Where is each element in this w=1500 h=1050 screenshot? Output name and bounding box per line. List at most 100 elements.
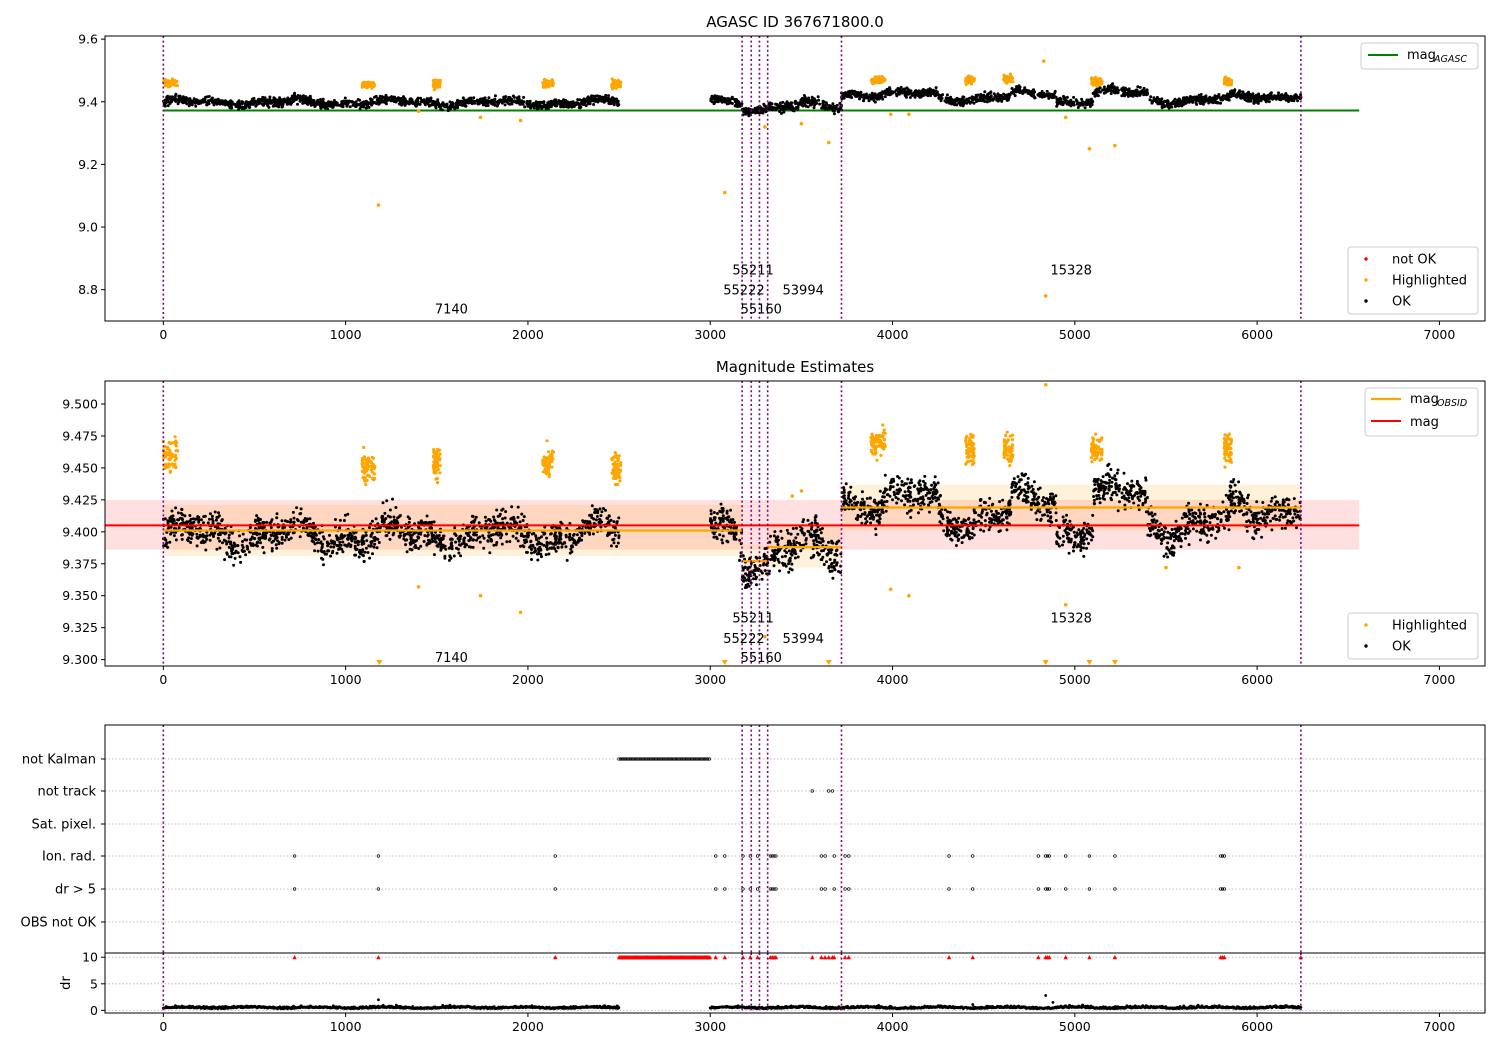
- legend-marker: [1364, 257, 1368, 261]
- ok-point: [607, 514, 611, 518]
- ok-point: [364, 533, 368, 537]
- ok-point: [1010, 91, 1014, 95]
- ok-point: [436, 544, 440, 548]
- ok-point: [1010, 87, 1014, 90]
- x-tick-label: 3000: [694, 327, 726, 342]
- ok-point: [1062, 94, 1065, 98]
- ok-point: [474, 515, 478, 519]
- ok-point: [171, 96, 175, 99]
- ok-point: [453, 105, 457, 109]
- ok-point: [316, 541, 320, 545]
- ok-point: [493, 97, 497, 101]
- ok-point: [390, 97, 394, 101]
- y-tick-label: 9.2: [78, 157, 98, 172]
- ok-point: [501, 521, 505, 525]
- ok-point: [499, 536, 503, 540]
- ok-point: [430, 520, 434, 524]
- ok-point: [279, 103, 283, 106]
- ok-point: [351, 103, 355, 107]
- ok-point: [547, 106, 551, 110]
- ok-point: [565, 558, 569, 562]
- ok-point: [334, 518, 337, 521]
- ok-point: [368, 556, 372, 560]
- ok-point: [712, 101, 716, 105]
- ok-point: [207, 101, 211, 105]
- ok-point: [207, 95, 211, 98]
- ok-point: [275, 512, 279, 516]
- ok-point: [933, 90, 937, 94]
- ok-point: [1251, 92, 1255, 96]
- ok-point: [1197, 98, 1201, 102]
- ok-point: [1053, 91, 1057, 95]
- ok-point: [926, 88, 930, 92]
- ok-point: [320, 545, 324, 549]
- ok-point: [1036, 93, 1040, 97]
- ok-point: [462, 102, 466, 106]
- highlighted-point: [372, 84, 376, 88]
- ok-point: [515, 521, 519, 525]
- ok-point: [182, 98, 186, 102]
- ok-point: [885, 88, 889, 91]
- ok-point: [609, 544, 613, 548]
- ok-point: [195, 532, 199, 536]
- y-tick-label: 9.4: [78, 94, 98, 109]
- ok-point: [248, 526, 252, 530]
- ok-point: [1111, 89, 1115, 93]
- ok-point: [453, 532, 457, 536]
- ok-point: [391, 497, 394, 501]
- ok-point: [407, 101, 411, 105]
- ok-point: [369, 98, 373, 101]
- ok-point: [1241, 90, 1245, 94]
- ok-point: [489, 100, 493, 104]
- ok-point: [883, 95, 887, 99]
- ok-point: [1176, 102, 1180, 106]
- ok-point: [346, 512, 350, 516]
- ok-point: [586, 98, 589, 102]
- ok-point: [1272, 96, 1276, 100]
- ok-point: [475, 538, 478, 542]
- ok-point: [289, 98, 293, 102]
- ok-point: [896, 90, 900, 94]
- ok-point: [586, 95, 590, 99]
- ok-point: [1248, 92, 1252, 96]
- ok-point: [201, 539, 205, 543]
- ok-point: [1203, 96, 1207, 100]
- ok-point: [568, 538, 572, 542]
- ok-point: [396, 521, 400, 525]
- ok-point: [594, 94, 598, 98]
- ok-point: [1289, 95, 1293, 99]
- ok-point: [939, 97, 943, 101]
- ok-point: [470, 102, 474, 106]
- ok-point: [937, 96, 941, 100]
- ok-point: [1229, 92, 1233, 96]
- ok-point: [483, 515, 487, 519]
- ok-point: [1069, 103, 1073, 107]
- ok-point: [329, 545, 333, 549]
- ok-point: [232, 563, 236, 567]
- ok-point: [551, 542, 555, 546]
- ok-point: [392, 515, 396, 519]
- ok-point: [321, 535, 325, 539]
- highlighted-point: [365, 84, 369, 88]
- ok-point: [228, 106, 232, 110]
- ok-point: [794, 106, 798, 109]
- ok-point: [1299, 93, 1303, 97]
- ok-point: [413, 544, 417, 547]
- ok-point: [1120, 87, 1124, 91]
- ok-point: [1218, 96, 1221, 100]
- ok-point: [542, 100, 546, 104]
- ok-point: [1229, 95, 1233, 99]
- ok-point: [243, 538, 247, 542]
- ok-point: [338, 537, 342, 541]
- ok-point: [453, 526, 457, 530]
- ok-point: [1084, 102, 1087, 106]
- ok-point: [189, 537, 193, 541]
- ok-point: [1083, 106, 1087, 110]
- ok-point: [1076, 106, 1080, 109]
- ok-point: [407, 520, 411, 524]
- ok-point: [419, 519, 423, 523]
- ok-point: [966, 98, 970, 102]
- ok-point: [213, 510, 217, 514]
- ok-point: [236, 544, 240, 548]
- ok-point: [536, 102, 540, 106]
